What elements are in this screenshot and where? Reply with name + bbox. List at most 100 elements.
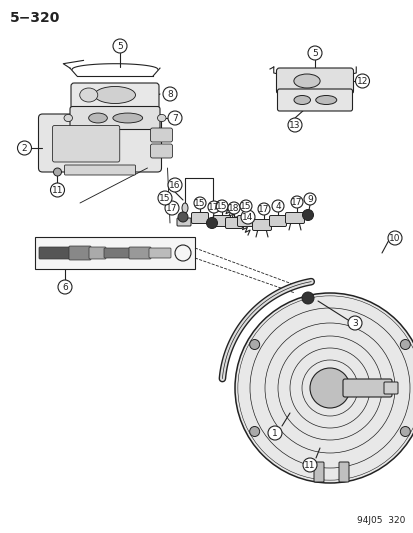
FancyBboxPatch shape — [89, 247, 106, 259]
Text: 13: 13 — [289, 120, 300, 130]
FancyBboxPatch shape — [177, 218, 190, 226]
Text: 2: 2 — [21, 143, 27, 152]
Circle shape — [194, 197, 206, 209]
Text: 94J05  320: 94J05 320 — [356, 516, 404, 525]
Circle shape — [17, 141, 31, 155]
Circle shape — [206, 217, 217, 229]
FancyBboxPatch shape — [383, 382, 397, 394]
FancyBboxPatch shape — [52, 125, 119, 162]
FancyBboxPatch shape — [39, 247, 71, 259]
Ellipse shape — [157, 115, 166, 122]
Circle shape — [302, 458, 316, 472]
Text: 15: 15 — [240, 201, 251, 211]
FancyBboxPatch shape — [35, 237, 195, 269]
FancyBboxPatch shape — [225, 217, 242, 229]
Circle shape — [267, 426, 281, 440]
Circle shape — [399, 426, 409, 437]
FancyBboxPatch shape — [338, 462, 348, 482]
Ellipse shape — [113, 113, 142, 123]
Ellipse shape — [182, 203, 188, 213]
Ellipse shape — [88, 113, 107, 123]
Ellipse shape — [94, 86, 135, 103]
Text: 3: 3 — [351, 319, 357, 327]
FancyBboxPatch shape — [252, 220, 271, 230]
Ellipse shape — [315, 95, 336, 104]
FancyBboxPatch shape — [313, 462, 323, 482]
Circle shape — [355, 74, 369, 88]
FancyBboxPatch shape — [71, 83, 159, 109]
FancyBboxPatch shape — [70, 107, 159, 130]
Circle shape — [240, 200, 252, 212]
Circle shape — [271, 200, 283, 212]
Text: 14: 14 — [242, 213, 253, 222]
Circle shape — [307, 46, 321, 60]
Circle shape — [165, 201, 178, 215]
Circle shape — [301, 292, 313, 304]
Ellipse shape — [293, 74, 319, 88]
Text: 12: 12 — [356, 77, 367, 85]
FancyBboxPatch shape — [213, 215, 230, 227]
Circle shape — [249, 426, 259, 437]
Text: 15: 15 — [159, 193, 170, 203]
Circle shape — [257, 203, 269, 215]
Circle shape — [168, 111, 182, 125]
Circle shape — [240, 210, 254, 224]
Text: 17: 17 — [291, 198, 302, 206]
FancyBboxPatch shape — [191, 213, 208, 223]
Circle shape — [178, 212, 188, 222]
Text: 6: 6 — [62, 282, 68, 292]
FancyBboxPatch shape — [69, 246, 91, 260]
FancyBboxPatch shape — [149, 248, 171, 258]
Circle shape — [207, 201, 219, 213]
FancyBboxPatch shape — [150, 144, 172, 158]
Circle shape — [302, 209, 313, 221]
Circle shape — [113, 39, 127, 53]
Circle shape — [309, 368, 349, 408]
Circle shape — [290, 196, 302, 208]
Text: 17: 17 — [166, 204, 177, 213]
Text: 15: 15 — [194, 198, 205, 207]
Text: 10: 10 — [388, 233, 400, 243]
Circle shape — [387, 231, 401, 245]
Circle shape — [216, 200, 228, 212]
Text: 15: 15 — [216, 201, 227, 211]
Circle shape — [168, 178, 182, 192]
FancyBboxPatch shape — [269, 215, 286, 227]
Text: 9: 9 — [306, 195, 312, 204]
Circle shape — [50, 183, 64, 197]
Text: 11: 11 — [52, 185, 63, 195]
FancyBboxPatch shape — [64, 165, 135, 175]
Text: 4: 4 — [275, 201, 280, 211]
Text: 7: 7 — [172, 114, 178, 123]
FancyBboxPatch shape — [129, 247, 151, 259]
FancyBboxPatch shape — [38, 114, 161, 172]
Circle shape — [235, 293, 413, 483]
Text: 5: 5 — [311, 49, 317, 58]
Circle shape — [163, 87, 177, 101]
Ellipse shape — [64, 115, 72, 122]
Circle shape — [287, 118, 301, 132]
Circle shape — [399, 340, 409, 350]
Circle shape — [53, 168, 62, 176]
Text: 5: 5 — [117, 42, 123, 51]
Circle shape — [158, 191, 171, 205]
FancyBboxPatch shape — [237, 215, 254, 227]
FancyBboxPatch shape — [276, 68, 353, 94]
Circle shape — [303, 193, 315, 205]
FancyBboxPatch shape — [277, 89, 351, 111]
FancyBboxPatch shape — [285, 213, 304, 223]
FancyBboxPatch shape — [150, 128, 172, 142]
Ellipse shape — [80, 88, 97, 102]
FancyBboxPatch shape — [342, 379, 391, 397]
Text: 8: 8 — [167, 90, 173, 99]
Circle shape — [228, 202, 240, 214]
Ellipse shape — [293, 95, 310, 104]
Text: 18: 18 — [228, 204, 239, 213]
Circle shape — [347, 316, 361, 330]
Text: 5−320: 5−320 — [10, 11, 60, 25]
Text: 17: 17 — [208, 203, 219, 212]
FancyBboxPatch shape — [104, 248, 131, 258]
Text: 16: 16 — [169, 181, 180, 190]
Text: 17: 17 — [258, 205, 269, 214]
Text: 11: 11 — [304, 461, 315, 470]
